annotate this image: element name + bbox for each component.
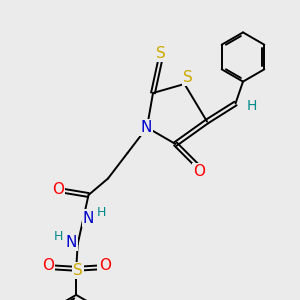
Text: O: O [52, 182, 64, 196]
Text: N: N [83, 211, 94, 226]
Text: N: N [141, 120, 152, 135]
Text: O: O [42, 258, 54, 273]
Text: N: N [65, 235, 77, 250]
Text: H: H [96, 206, 106, 219]
Text: S: S [73, 263, 82, 278]
Text: S: S [156, 46, 165, 61]
Text: O: O [194, 164, 206, 179]
Text: H: H [53, 230, 63, 243]
Text: S: S [183, 70, 193, 85]
Text: H: H [247, 100, 257, 113]
Text: O: O [99, 258, 111, 273]
